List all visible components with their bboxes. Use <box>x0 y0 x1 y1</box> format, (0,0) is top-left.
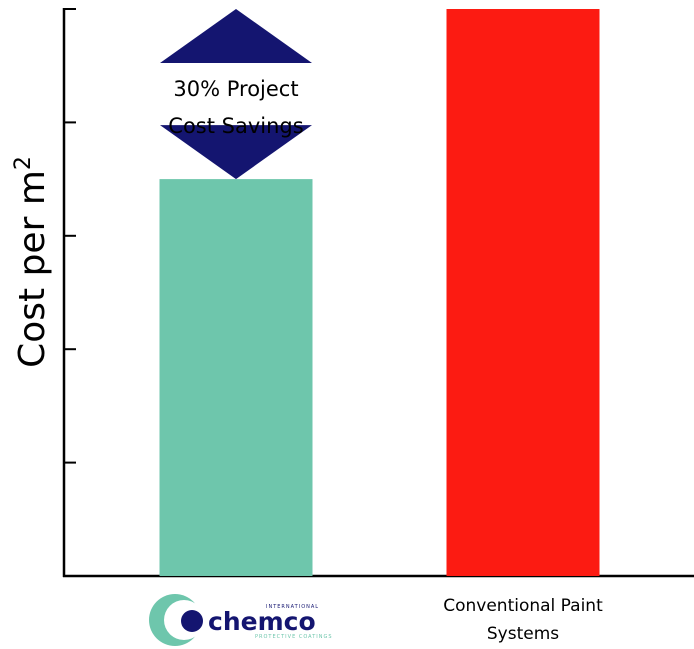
annotation-line-1: 30% Project <box>173 77 298 101</box>
arrow-down-icon <box>160 125 312 180</box>
category-label-conventional-line-2: Systems <box>487 624 559 644</box>
logo-wordmark: chemco <box>208 607 316 636</box>
bar-chemco <box>159 179 313 576</box>
bars-group <box>159 9 600 576</box>
logo-small-bottom: PROTECTIVE COATINGS <box>255 634 333 640</box>
arrow-up-icon <box>160 9 312 63</box>
y-axis-ticks <box>64 8 76 464</box>
y-axis-title: Cost per m2 <box>11 156 53 368</box>
chemco-logo-dot-icon <box>181 610 203 632</box>
category-label-conventional-line-1: Conventional Paint <box>443 596 603 616</box>
logo-small-top: INTERNATIONAL <box>266 604 319 610</box>
savings-annotation: 30% Project Cost Savings <box>160 9 312 180</box>
category-label-chemco-logo: INTERNATIONAL chemco PROTECTIVE COATINGS <box>149 594 333 646</box>
bar-conventional <box>446 9 600 576</box>
annotation-line-2: Cost Savings <box>168 114 303 138</box>
